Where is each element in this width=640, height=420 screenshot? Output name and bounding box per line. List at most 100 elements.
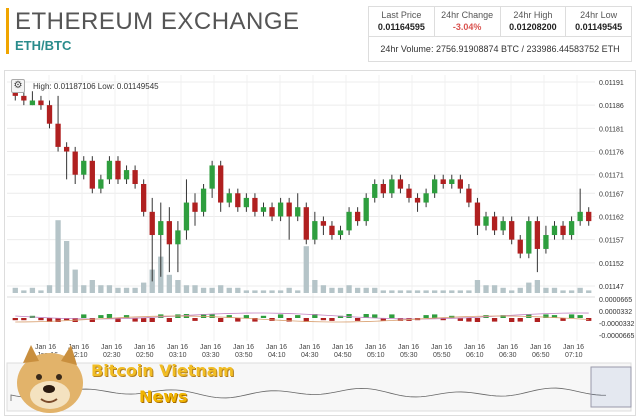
volume-bar — [389, 290, 395, 293]
time-tick-label: 04:30 — [301, 352, 319, 359]
time-tick-label: 03:50 — [235, 352, 253, 359]
oscillator-bar — [432, 314, 438, 318]
oscillator-bar — [89, 318, 95, 322]
oscillator-bar — [500, 315, 506, 318]
candle-body — [277, 202, 284, 217]
oscillator-bar — [372, 314, 378, 318]
volume-bar — [543, 287, 549, 293]
time-tick-date: Jan 16 — [101, 344, 122, 351]
time-tick-label: 05:30 — [400, 352, 418, 359]
price-tick-label: 0.01167 — [599, 191, 624, 198]
volume-bar — [183, 285, 190, 293]
oscillator-bar — [474, 318, 481, 322]
candle-body — [551, 225, 558, 236]
volume-bar — [286, 287, 292, 293]
gear-icon[interactable]: ⚙ — [11, 79, 25, 93]
oscillator-bar — [389, 314, 395, 318]
volume-bar — [260, 290, 267, 293]
time-tick-label: 03:30 — [202, 352, 220, 359]
candle-body — [414, 197, 421, 203]
market-stats-panel: Last Price 0.01164595 24hr Change -3.04%… — [368, 6, 632, 62]
price-tick-label: 0.01171 — [599, 173, 624, 180]
candle-body — [252, 197, 258, 212]
oscillator-bar — [123, 315, 130, 318]
time-tick-date: Jan 16 — [464, 344, 485, 351]
watermark-title: Bitcoin Vietnam — [91, 361, 235, 380]
candle-body — [132, 170, 138, 184]
volume-bar — [98, 285, 104, 293]
candle-body — [141, 184, 147, 212]
oscillator-bar — [55, 318, 61, 322]
oscillator-bar — [295, 315, 301, 318]
high-stat: 24hr High 0.01208200 — [501, 7, 567, 36]
time-tick-label: 07:10 — [565, 352, 583, 359]
volume-bar — [46, 285, 53, 293]
time-tick-date: Jan 16 — [365, 344, 386, 351]
volume-bar — [200, 287, 207, 293]
volume-bar — [175, 280, 181, 293]
trading-pair: ETH/BTC — [15, 38, 72, 53]
oscillator-tick-label: -0.0000665 — [599, 333, 635, 340]
oscillator-bar — [560, 318, 566, 321]
volume-bar — [372, 287, 378, 293]
oscillator-bar — [218, 318, 224, 322]
oscillator-bar — [526, 314, 532, 318]
candle-body — [389, 179, 395, 194]
candle-body — [568, 221, 575, 236]
volume-bar — [89, 280, 95, 293]
oscillator-bar — [192, 318, 198, 321]
candle-body — [526, 221, 532, 254]
price-chart[interactable]: 0.01191 0.01186 0.01181 0.01176 0.01171 0.011… — [4, 70, 636, 416]
candle-body — [423, 193, 429, 203]
price-tick-label: 0.01176 — [599, 150, 624, 157]
volume-bar — [397, 290, 404, 293]
volume-bar — [132, 287, 138, 293]
volume-bar — [192, 285, 198, 293]
oscillator-bar — [440, 318, 446, 321]
volume-bar — [320, 285, 327, 293]
candle-body — [46, 105, 53, 124]
volume-bar — [517, 287, 523, 293]
volume-bar — [406, 290, 412, 293]
candle-body — [235, 193, 241, 208]
candle-body — [397, 179, 404, 189]
time-tick-date: Jan 16 — [497, 344, 518, 351]
volume-bar — [252, 290, 258, 293]
candle-body — [586, 211, 592, 222]
price-tick-label: 0.01157 — [599, 238, 624, 245]
oscillator-bar — [149, 318, 155, 322]
candle-body — [158, 221, 164, 236]
volume-bar — [432, 290, 438, 293]
time-tick-label: 04:10 — [268, 352, 286, 359]
time-tick-label: 02:30 — [103, 352, 121, 359]
volume-bar — [551, 287, 558, 293]
candle-body — [346, 211, 352, 231]
volume-bar — [106, 285, 113, 293]
oscillator-bar — [12, 318, 18, 321]
candle-body — [123, 170, 130, 180]
candle-body — [543, 235, 549, 249]
candle-body — [363, 197, 369, 222]
candle-body — [38, 100, 44, 106]
price-tick-label: 0.01162 — [599, 214, 624, 221]
time-tick-date: Jan 16 — [299, 344, 320, 351]
candle-body — [166, 221, 172, 245]
volume-bar — [235, 287, 241, 293]
volume-bar — [226, 287, 232, 293]
volume-bar — [29, 287, 36, 293]
oscillator-bar — [141, 318, 147, 322]
chart-canvas[interactable]: 0.01191 0.01186 0.01181 0.01176 0.01171 0.011… — [5, 71, 635, 415]
volume-bar — [560, 290, 566, 293]
oscillator-bar — [115, 318, 121, 322]
change-value: -3.04% — [452, 22, 482, 32]
last-price-stat: Last Price 0.01164595 — [369, 7, 435, 36]
candle-body — [329, 225, 335, 236]
volume-bar — [55, 220, 61, 293]
volume-bar — [474, 280, 481, 293]
volume-bar — [423, 290, 429, 293]
oscillator-bar — [397, 318, 404, 321]
candle-body — [449, 179, 455, 184]
oscillator-tick-label: 0.0000332 — [599, 309, 632, 316]
volume-bar — [12, 287, 18, 293]
price-tick-label: 0.01152 — [599, 261, 624, 268]
